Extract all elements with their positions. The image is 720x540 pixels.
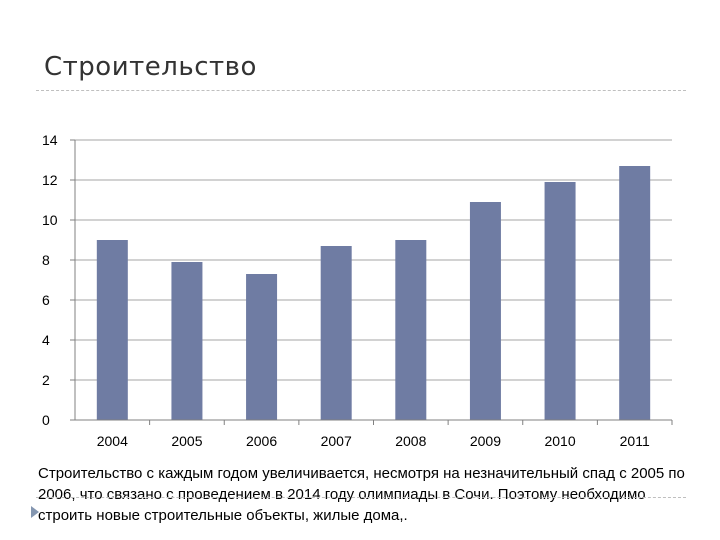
- slide-caption: Строительство с каждым годом увеличивает…: [38, 465, 685, 524]
- y-tick-label: 10: [42, 212, 58, 228]
- bar-2010: [544, 182, 576, 420]
- slide-title: Строительство: [44, 52, 257, 82]
- y-tick-label: 4: [42, 332, 50, 348]
- y-tick-label: 6: [42, 292, 50, 308]
- x-tick-label-2004: 2004: [97, 433, 128, 449]
- bullet-arrow-icon: [31, 506, 39, 518]
- y-tick-label: 8: [42, 252, 50, 268]
- x-tick-label-2008: 2008: [395, 433, 426, 449]
- gridlines: [75, 139, 672, 381]
- axes: [70, 139, 673, 425]
- bottom-divider: [36, 497, 686, 498]
- x-tick-label-2006: 2006: [246, 433, 277, 449]
- bars: [96, 166, 651, 420]
- y-tick-label: 2: [42, 372, 50, 388]
- x-tick-label-2009: 2009: [470, 433, 501, 449]
- bar-2009: [469, 202, 501, 420]
- x-tick-label-2011: 2011: [620, 433, 650, 449]
- bar-2011: [619, 166, 651, 420]
- y-tick-label: 0: [42, 412, 50, 428]
- bar-2004: [96, 240, 128, 420]
- y-tick-label: 14: [42, 132, 58, 148]
- x-tick-label-2010: 2010: [544, 433, 575, 449]
- bar-2005: [171, 262, 203, 420]
- bar-2007: [320, 246, 352, 420]
- y-tick-label: 12: [42, 172, 58, 188]
- tick-labels: 0 2 4 6 8 10 12 14 2004 2005 2006 2007 2008 2009 2010 2…: [42, 132, 650, 449]
- bar-2008: [395, 240, 427, 420]
- x-tick-label-2005: 2005: [171, 433, 202, 449]
- bar-2006: [246, 274, 278, 420]
- title-divider: [36, 90, 686, 91]
- x-tick-label-2007: 2007: [321, 433, 352, 449]
